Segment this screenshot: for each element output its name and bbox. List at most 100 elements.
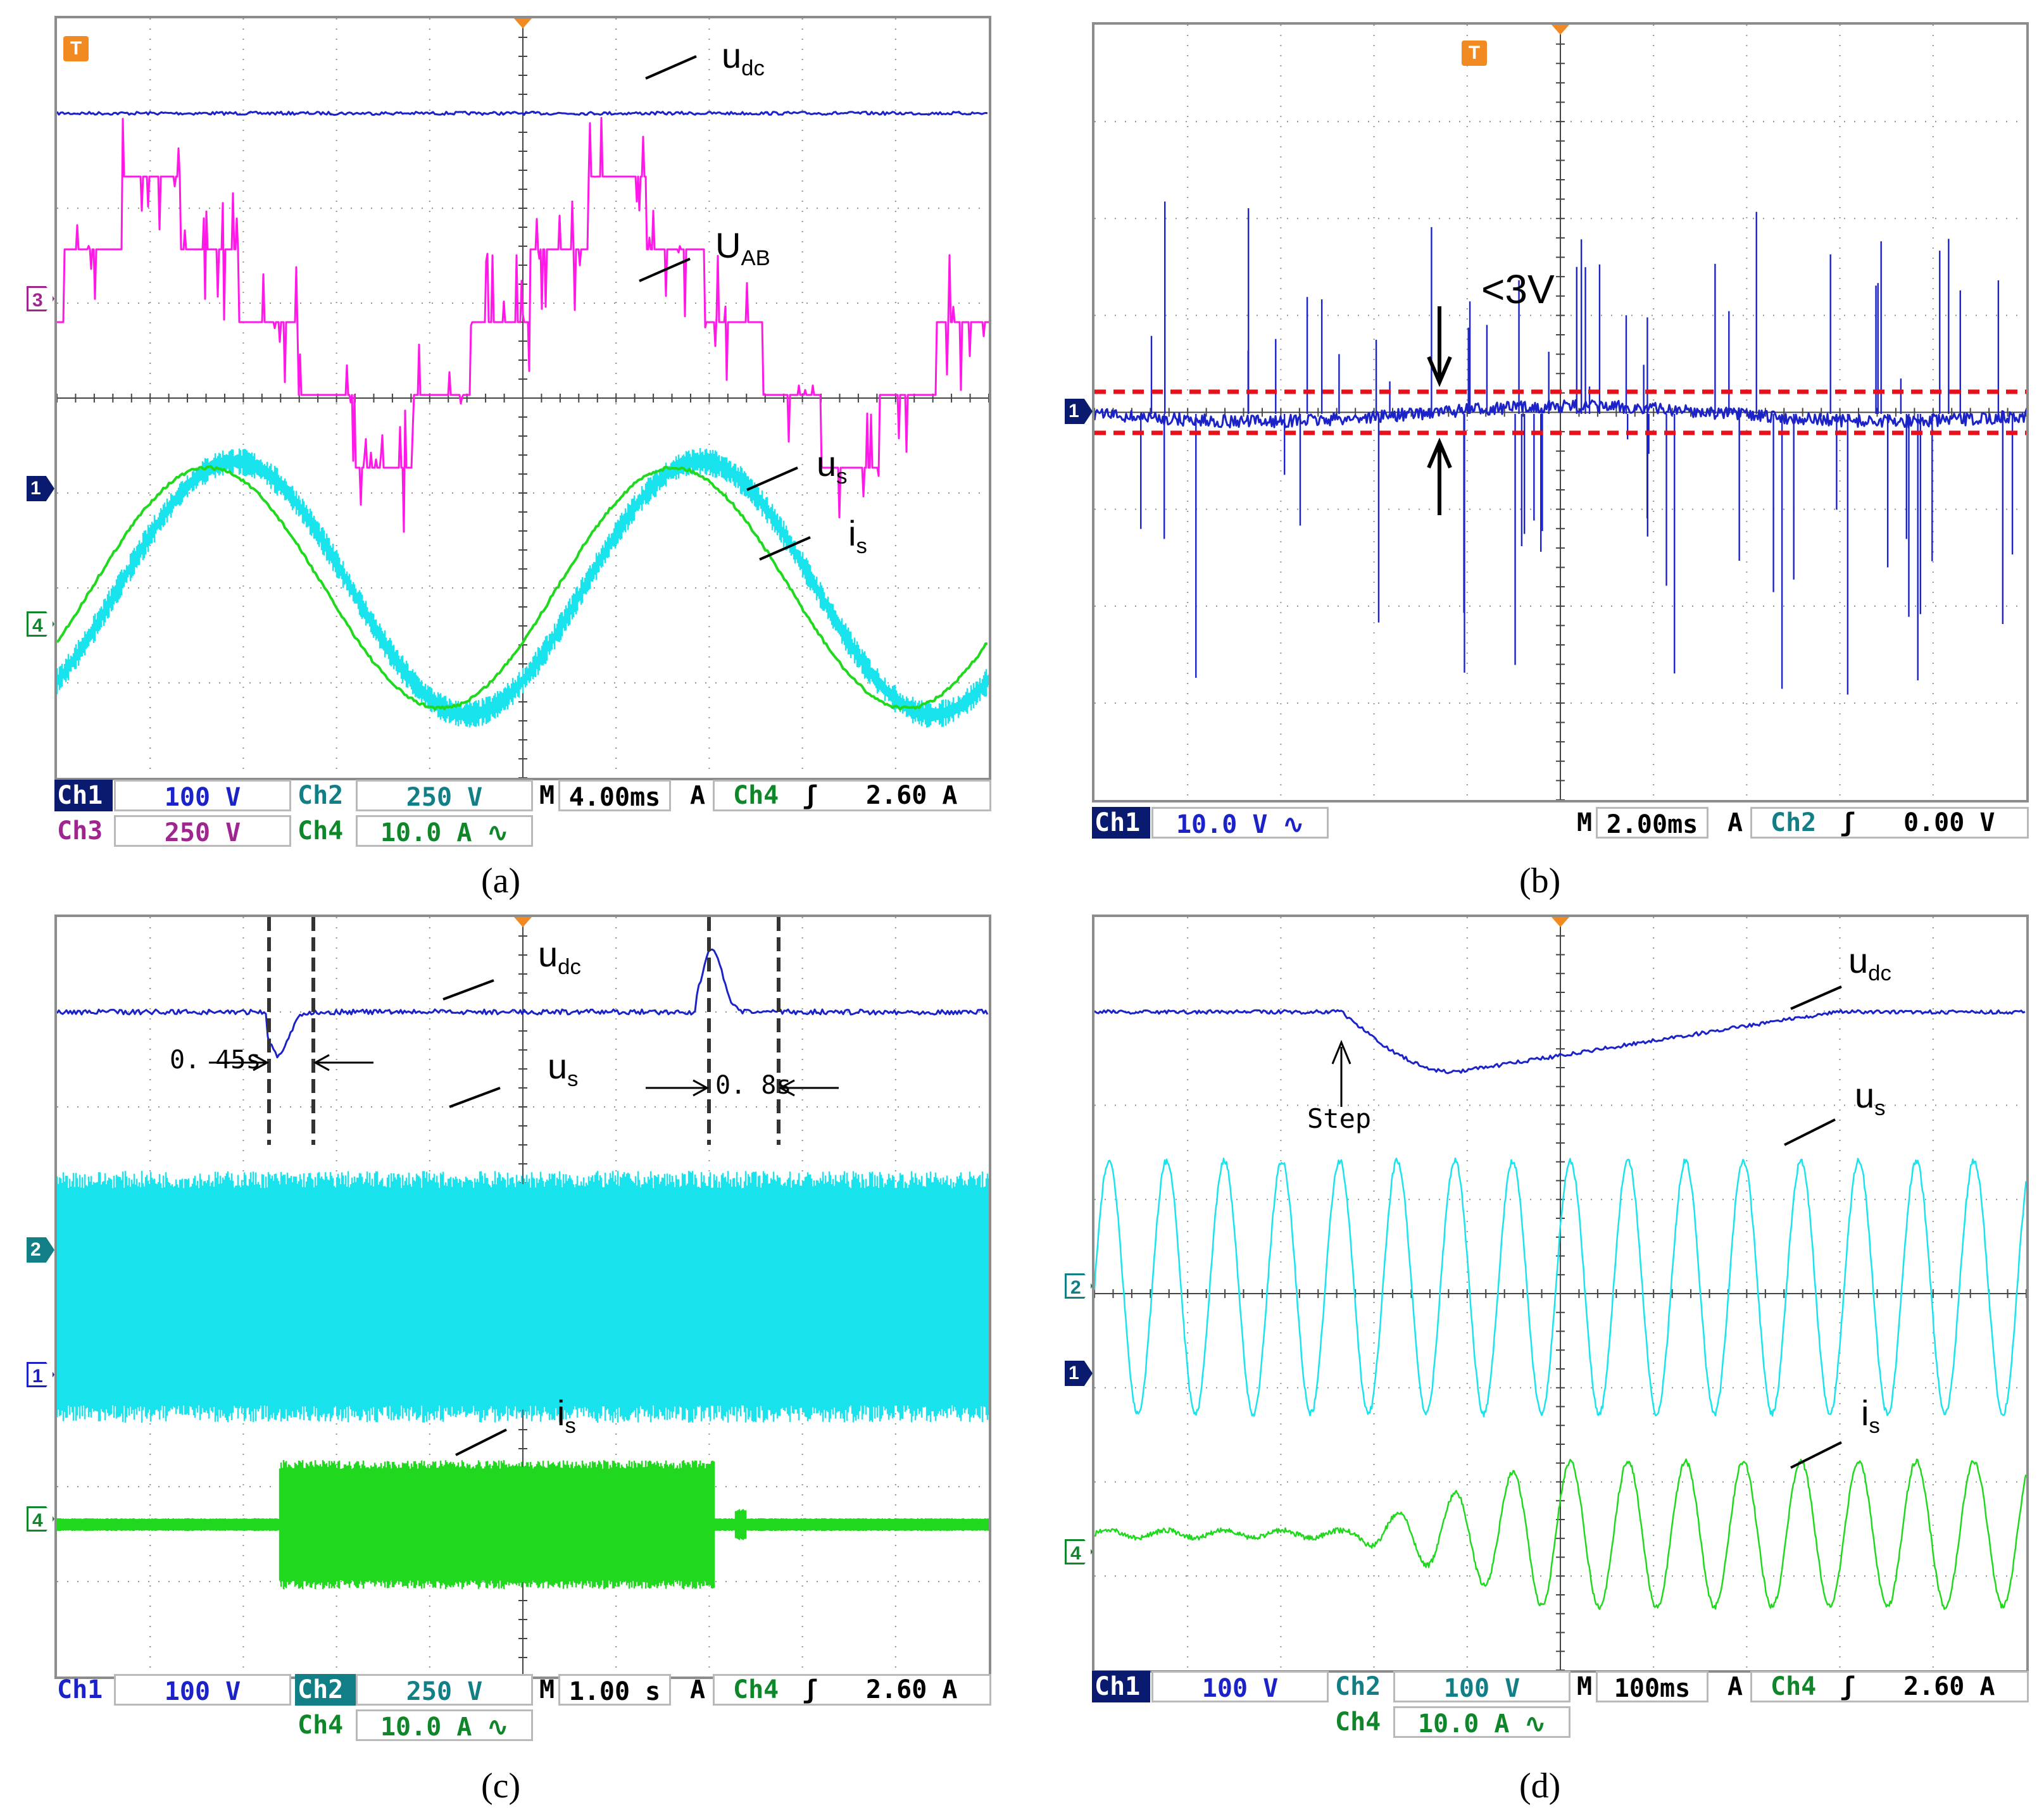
ch1-tag[interactable]: Ch1 — [1092, 807, 1150, 839]
panel-a: T udc UAB us is 3 1 4 Ch1 100 V Ch2 250 … — [0, 0, 1013, 901]
caption-a: (a) — [481, 861, 521, 901]
timebase: 1.00 s — [558, 1674, 671, 1706]
label-is: is — [848, 513, 867, 559]
trigger-marker-icon: T — [1462, 41, 1487, 66]
ch1-tag[interactable]: Ch1 — [54, 780, 113, 811]
arrow-up-icon — [1427, 437, 1452, 515]
ch2-scale: 250 V — [356, 780, 533, 812]
trigger-slope-icon: ʃ — [1840, 808, 1856, 837]
ch4-scale: 10.0 A ∿ — [356, 815, 533, 847]
step-arrow-icon — [1331, 1040, 1351, 1107]
pointer-arrow — [759, 536, 811, 561]
timebase: 2.00ms — [1596, 807, 1709, 839]
a-label: A — [690, 1675, 706, 1704]
plot-d — [1094, 917, 2026, 1670]
label-us: us — [817, 444, 848, 489]
plot-b — [1094, 25, 2026, 800]
pointer-arrow — [1784, 1118, 1836, 1146]
trigger-position-icon — [1552, 917, 1569, 927]
udc-trace — [1094, 1009, 2026, 1075]
is-trace — [57, 465, 988, 711]
a-label: A — [1727, 1672, 1743, 1701]
marker-ch1: 1 — [27, 476, 54, 501]
ch1-scale: 10.0 V ∿ — [1151, 807, 1329, 839]
ch1-scale: 100 V — [114, 780, 291, 812]
status-bar-b: Ch1 10.0 V ∿ M 2.00ms A Ch2 ʃ 0.00 V — [1092, 807, 2029, 842]
marker-ch2: 2 — [1065, 1273, 1093, 1299]
label-udc: udc — [722, 35, 765, 81]
pointer-arrow — [442, 979, 494, 1001]
ch1-tag[interactable]: Ch1 — [57, 1675, 103, 1704]
trigger-level: 0.00 V — [1903, 808, 1995, 837]
scope-screen-a: T — [54, 16, 991, 780]
ch1-scale: 100 V — [1151, 1671, 1329, 1703]
trigger-box — [713, 1674, 991, 1706]
label-udc: udc — [1848, 940, 1891, 986]
plot-c — [57, 917, 989, 1677]
ch4-scale: 10.0 A ∿ — [356, 1709, 533, 1742]
caption-c: (c) — [481, 1766, 521, 1806]
timebase: 100ms — [1596, 1671, 1709, 1703]
ripple-annotation: <3V — [1481, 266, 1555, 312]
interval-label-2: 0. 8s — [715, 1071, 792, 1100]
udc-trace — [57, 948, 989, 1059]
marker-ch4: 4 — [1065, 1539, 1093, 1564]
marker-ch2: 2 — [27, 1237, 54, 1263]
timebase: 4.00ms — [558, 780, 671, 812]
panel-c: udc us is 0. 45s 0. 8s 2 1 4 Ch1 100 V C… — [0, 905, 1013, 1817]
ch1-scale: 100 V — [114, 1674, 291, 1706]
pointer-arrow — [746, 466, 798, 491]
a-label: A — [690, 781, 706, 810]
plot-a — [57, 18, 989, 778]
ch1-ripple-trace — [1094, 399, 2026, 428]
trigger-channel[interactable]: Ch2 — [1771, 808, 1817, 837]
ch3-scale: 250 V — [114, 815, 291, 847]
trigger-marker-icon: T — [63, 36, 89, 61]
ch2-tag[interactable]: Ch2 — [295, 1674, 356, 1706]
uab-trace — [57, 116, 989, 533]
label-is: is — [1861, 1393, 1880, 1439]
marker-ch4: 4 — [27, 611, 54, 637]
dimension-arrow — [209, 1054, 270, 1071]
dimension-arrow — [778, 1079, 839, 1097]
udc-trace — [57, 111, 988, 116]
interval-label-1: 0. 45s — [170, 1046, 261, 1075]
dimension-arrow — [313, 1054, 373, 1071]
trigger-channel[interactable]: Ch4 — [1771, 1672, 1817, 1701]
ch1-tag[interactable]: Ch1 — [1092, 1671, 1150, 1702]
trigger-channel[interactable]: Ch4 — [733, 781, 779, 810]
caption-b: (b) — [1519, 861, 1561, 901]
status-bar-c: Ch1 100 V Ch2 250 V M 1.00 s A Ch4 ʃ 2.6… — [54, 1674, 991, 1744]
label-us: us — [1855, 1075, 1886, 1121]
trigger-level: 2.60 A — [866, 781, 958, 810]
ch4-scale: 10.0 A ∿ — [1393, 1706, 1571, 1739]
dimension-arrow — [646, 1079, 710, 1097]
ch4-tag[interactable]: Ch4 — [298, 816, 344, 846]
status-bar-a: Ch1 100 V Ch2 250 V M 4.00ms A Ch4 ʃ 2.6… — [54, 780, 991, 849]
ch2-tag[interactable]: Ch2 — [298, 781, 344, 810]
pointer-arrow — [449, 1087, 501, 1108]
marker-ch1: 1 — [27, 1362, 54, 1387]
trigger-slope-icon: ʃ — [1840, 1672, 1856, 1701]
scope-screen-b: T — [1092, 22, 2029, 802]
ch4-tag[interactable]: Ch4 — [1335, 1708, 1381, 1737]
label-udc: udc — [538, 934, 581, 980]
trigger-slope-icon: ʃ — [803, 1675, 818, 1704]
trigger-channel[interactable]: Ch4 — [733, 1675, 779, 1704]
ch4-tag[interactable]: Ch4 — [298, 1711, 344, 1740]
trigger-position-icon — [1552, 25, 1569, 35]
arrow-down-icon — [1427, 306, 1452, 387]
pointer-arrow — [1790, 985, 1842, 1010]
marker-ch4: 4 — [27, 1506, 54, 1532]
ch2-scale: 100 V — [1393, 1671, 1571, 1703]
trigger-slope-icon: ʃ — [803, 781, 818, 810]
ch3-tag[interactable]: Ch3 — [57, 816, 103, 846]
panel-b: T <3V 1 Ch1 10.0 V ∿ M 2.00ms A Ch2 ʃ 0.… — [1038, 0, 2044, 901]
trigger-position-icon — [514, 917, 532, 927]
trigger-box — [1750, 1671, 2029, 1702]
ch2-tag[interactable]: Ch2 — [1335, 1672, 1381, 1701]
marker-ch3: 3 — [27, 286, 54, 311]
label-uab: UAB — [715, 225, 770, 271]
trigger-level: 2.60 A — [866, 1675, 958, 1704]
status-bar-d: Ch1 100 V Ch2 100 V M 100ms A Ch4 ʃ 2.60… — [1092, 1671, 2029, 1740]
